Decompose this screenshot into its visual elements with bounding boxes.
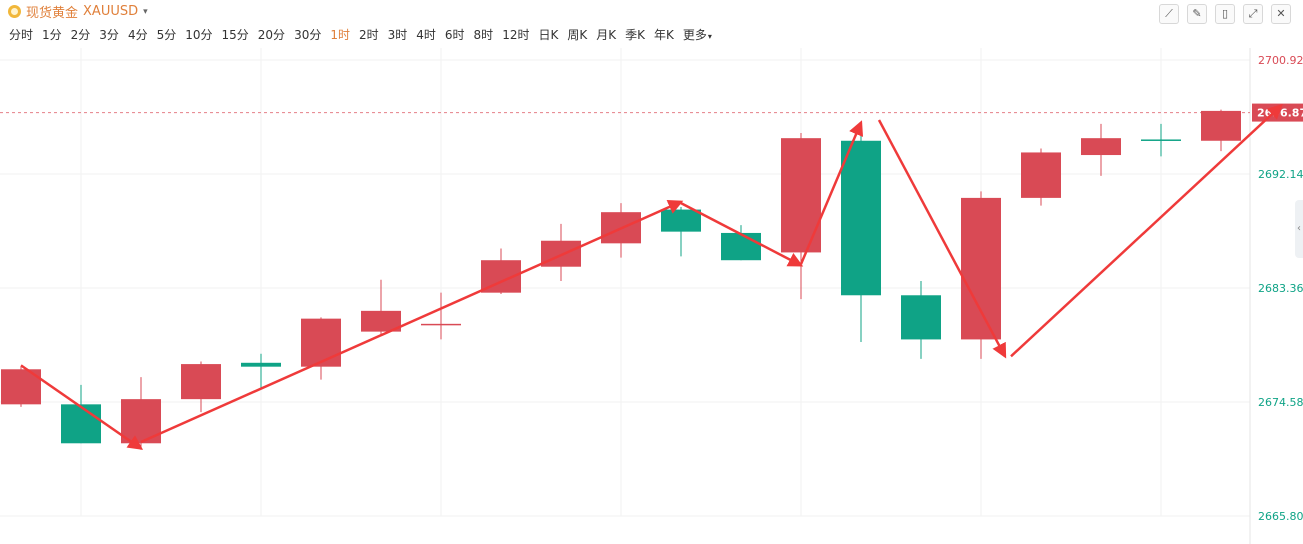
candle-body [361, 310, 401, 332]
period-tab[interactable]: 10分 [185, 28, 213, 42]
candle [961, 191, 1001, 359]
trend-arrow [799, 120, 864, 265]
trend-arrow [877, 119, 1007, 359]
candle [301, 317, 341, 380]
candle [1081, 123, 1121, 176]
period-tab[interactable]: 日K [538, 28, 559, 42]
candle-body [1021, 152, 1061, 198]
trend-arrow [680, 201, 804, 267]
period-tab[interactable]: 4分 [127, 28, 148, 42]
period-tab[interactable]: 6时 [444, 28, 465, 42]
y-tick-label: 2700.92 [1258, 54, 1303, 67]
candle [781, 132, 821, 300]
candle [241, 353, 281, 388]
candle [1141, 123, 1181, 157]
period-tab[interactable]: 30分 [294, 28, 322, 42]
candle [1201, 109, 1241, 152]
candle [721, 225, 761, 261]
candle [361, 279, 401, 335]
candle [541, 223, 581, 281]
trend-arrow [140, 200, 684, 444]
period-tab[interactable]: 4时 [416, 28, 436, 42]
period-tab[interactable]: 更多▾ [682, 28, 712, 42]
candle-body [961, 197, 1001, 340]
candle [901, 280, 941, 359]
candle-body [541, 240, 581, 267]
instrument-symbol: XAUUSD [83, 4, 139, 19]
period-tab[interactable]: 年K [653, 28, 674, 42]
period-tabs: 分时 1分 2分 3分 4分 5分 10分 15分 20分 30分 1时 2时 3时 4时 6时 8时 12时日… [9, 26, 730, 43]
candle-body [1081, 138, 1121, 156]
candle-body [1201, 110, 1241, 141]
candle-body [661, 209, 701, 232]
trend-arrow [20, 364, 144, 450]
candle [601, 203, 641, 258]
instrument-name: 现货黄金 [26, 6, 79, 21]
period-tab[interactable]: 2分 [70, 28, 91, 42]
candle-body [841, 140, 881, 296]
period-tab[interactable]: 季K [625, 28, 645, 42]
period-tab[interactable]: 2时 [358, 28, 379, 42]
period-tab[interactable]: 3分 [99, 28, 119, 42]
chart-toolbar: ⟋ ✎ ▯ ⤢ ✕ [1159, 4, 1291, 24]
candle-body [301, 318, 341, 367]
candle-icon[interactable]: ▯ [1215, 4, 1235, 24]
candle-body [721, 232, 761, 261]
candle [1, 366, 41, 407]
candle-body [61, 404, 101, 444]
candle [1021, 148, 1061, 206]
candle [61, 384, 101, 444]
period-tab[interactable]: 1时 [330, 28, 350, 42]
trend-arrow [1010, 104, 1283, 358]
period-tab[interactable]: 1分 [42, 28, 62, 42]
trend-icon[interactable]: ⟋ [1159, 4, 1179, 24]
period-tab[interactable]: 5分 [156, 28, 177, 42]
chevron-down-icon: ▾ [707, 32, 712, 41]
gold-coin-icon [8, 5, 21, 18]
expand-icon[interactable]: ⤢ [1243, 4, 1263, 24]
candlestick-chart: 2700.92 2692.14 2683.36 2674.58 2665.80 2696.… [0, 48, 1303, 544]
period-tab[interactable]: 20分 [257, 28, 286, 42]
period-tab[interactable]: 周K [567, 28, 588, 42]
last-price-label: 2696.87 [1257, 107, 1303, 120]
candle [181, 361, 221, 413]
period-tab[interactable]: 12时 [502, 28, 530, 42]
candle [841, 125, 881, 343]
candle-body [781, 138, 821, 253]
chart-header: 现货黄金 XAUUSD ▾ ⟋ ✎ ▯ ⤢ ✕ [0, 0, 1303, 24]
y-tick-label: 2692.14 [1258, 168, 1303, 181]
candle-body [181, 364, 221, 400]
candle-body [901, 295, 941, 340]
candle-body [421, 323, 461, 326]
candle-body [1141, 139, 1181, 141]
y-tick-label: 2665.80 [1258, 510, 1303, 523]
period-tab[interactable]: 3时 [387, 28, 408, 42]
period-tab[interactable]: 月K [596, 28, 617, 42]
instrument-selector[interactable]: 现货黄金 XAUUSD ▾ [8, 2, 148, 21]
chevron-down-icon[interactable]: ▾ [143, 6, 148, 17]
period-tab[interactable]: 8时 [473, 28, 494, 42]
side-panel-handle[interactable]: ‹ [1295, 200, 1303, 258]
close-icon[interactable]: ✕ [1271, 4, 1291, 24]
candle [421, 292, 461, 340]
y-tick-label: 2674.58 [1258, 396, 1303, 409]
y-tick-label: 2683.36 [1258, 282, 1303, 295]
period-tab[interactable]: 15分 [221, 28, 249, 42]
pencil-icon[interactable]: ✎ [1187, 4, 1207, 24]
candle [661, 206, 701, 257]
candle-body [241, 362, 281, 367]
period-tab[interactable]: 分时 [9, 28, 34, 42]
grid-lines [0, 48, 1250, 517]
